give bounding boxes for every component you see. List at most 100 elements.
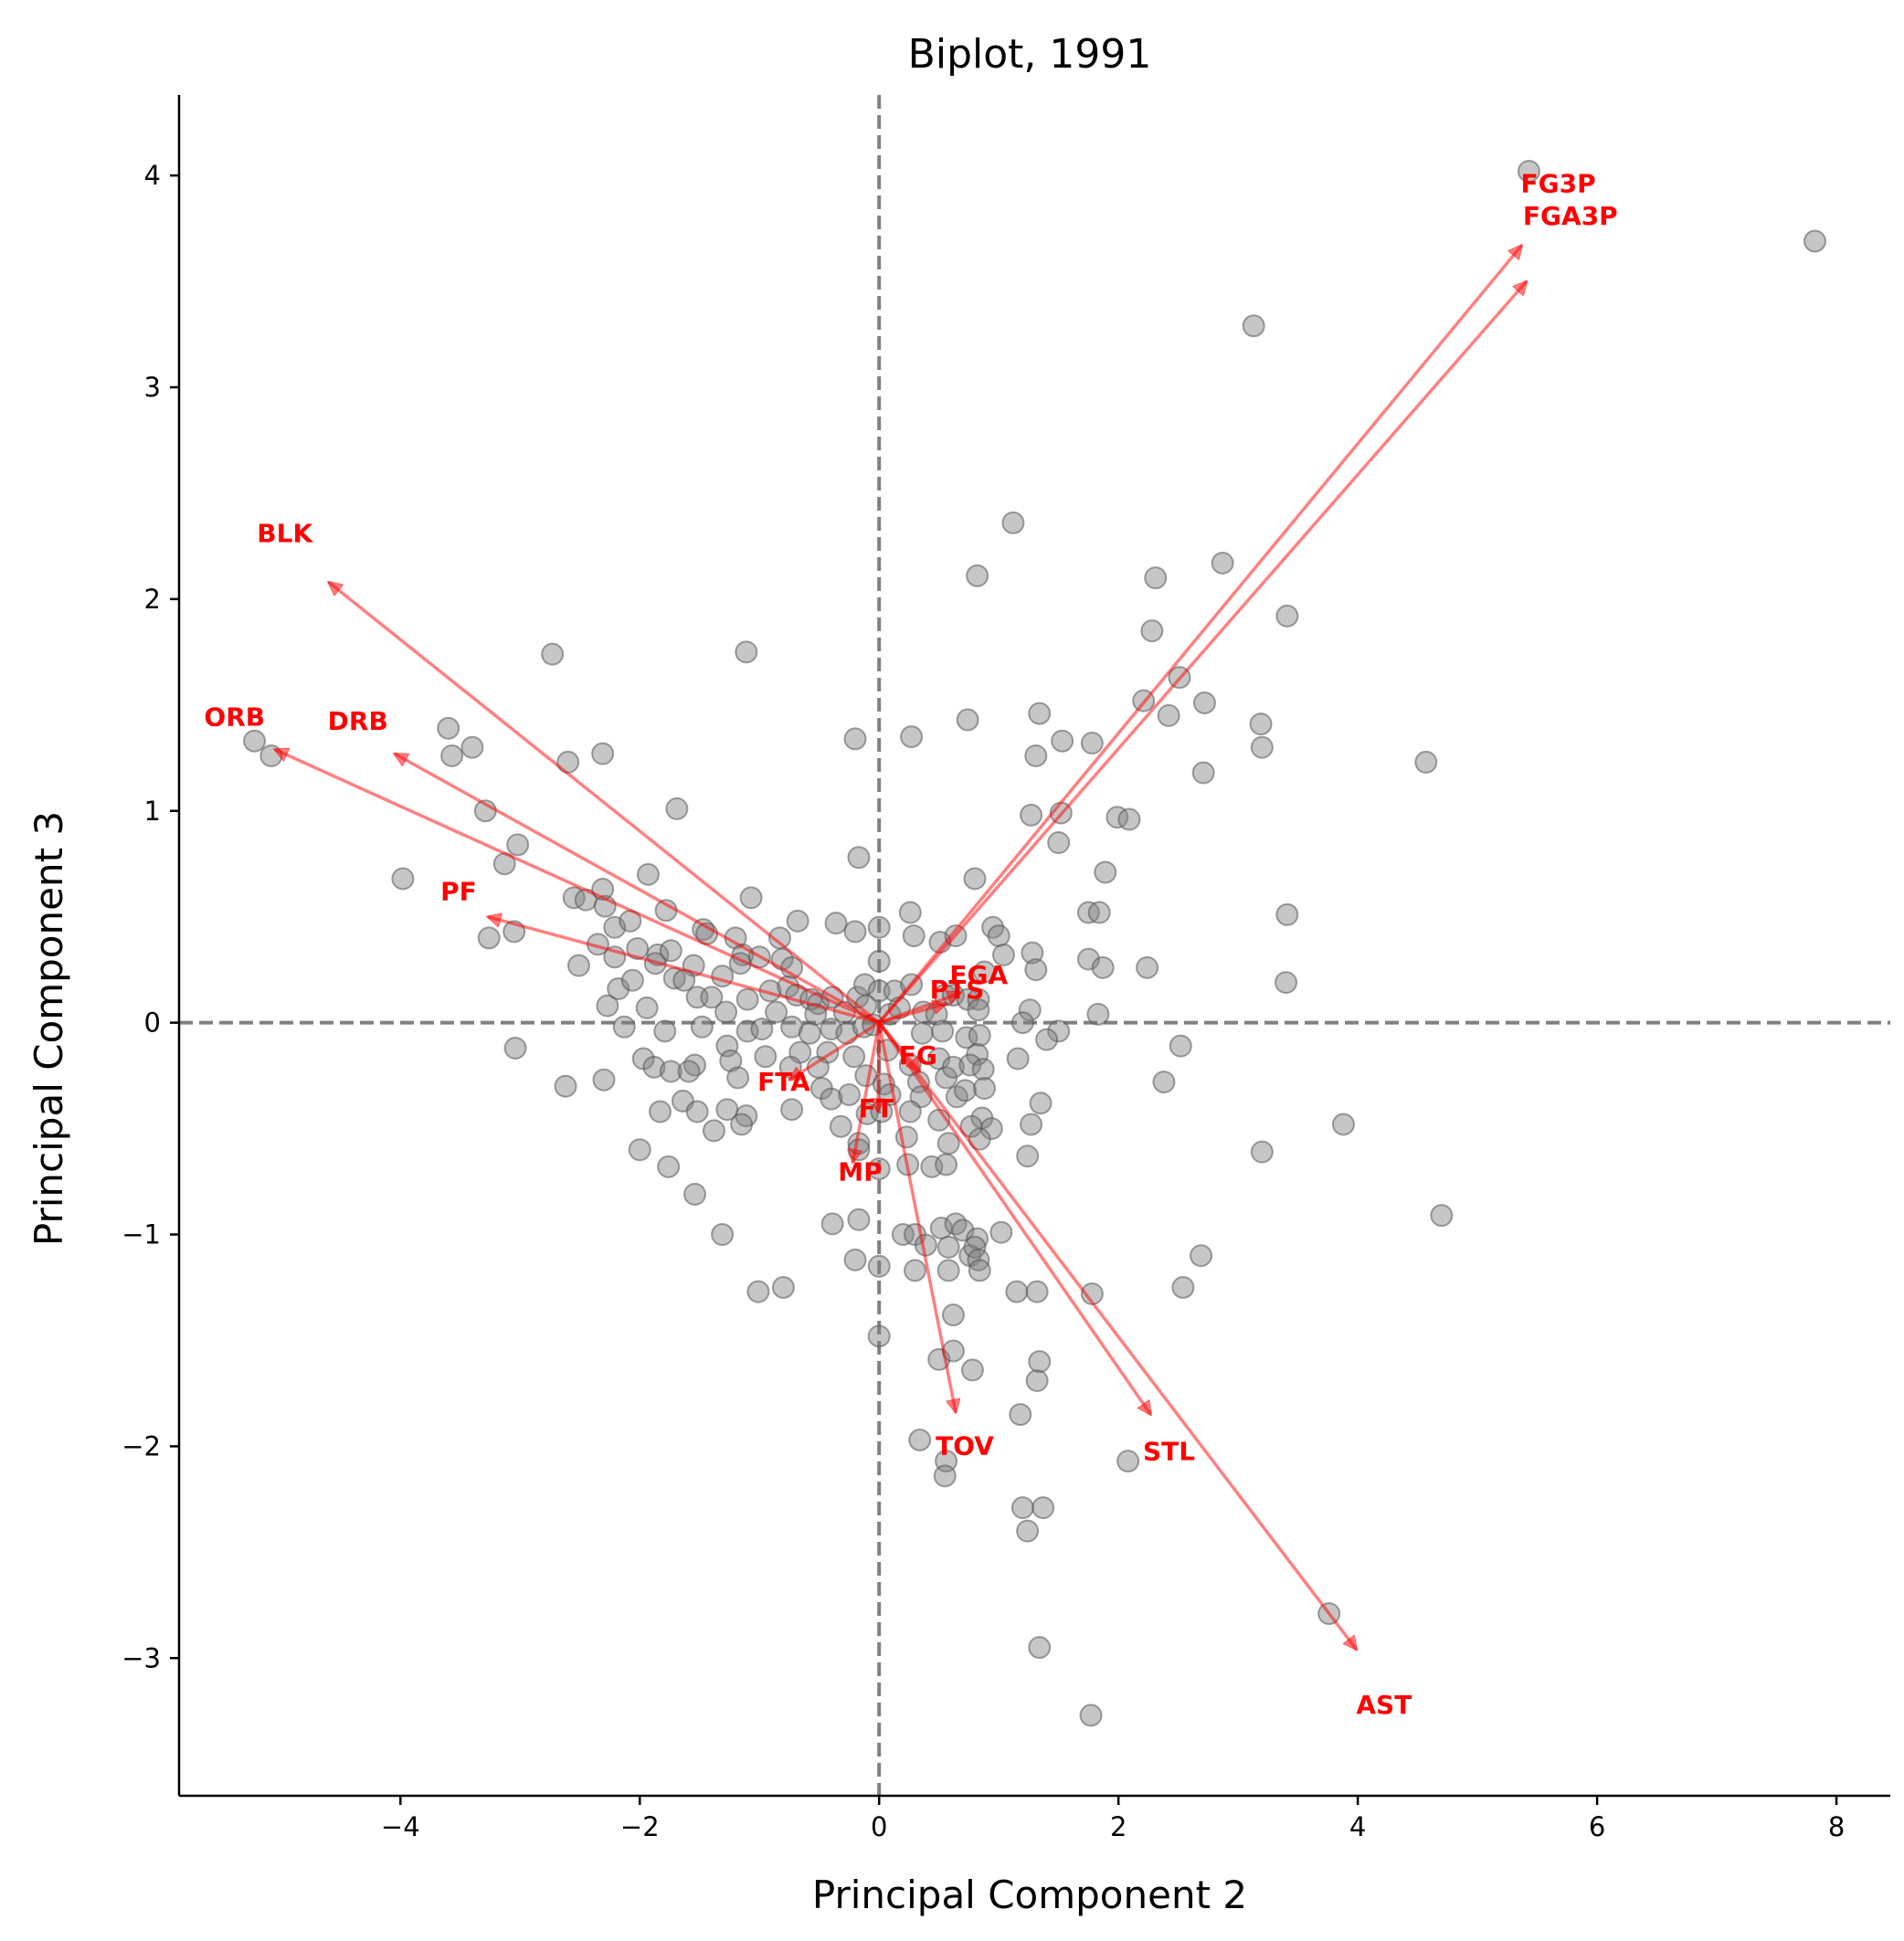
- data-point: [754, 1045, 777, 1069]
- data-point: [1414, 750, 1438, 774]
- loading-label-fta: FTA: [757, 1067, 810, 1097]
- data-point: [506, 833, 530, 857]
- data-point: [798, 1021, 821, 1045]
- data-point: [1152, 1071, 1176, 1094]
- data-point: [635, 996, 659, 1019]
- data-point: [1144, 566, 1168, 590]
- data-point: [820, 1212, 844, 1236]
- data-point: [649, 1100, 672, 1123]
- data-point: [1430, 1204, 1454, 1228]
- loading-label-fg3p: FG3P: [1521, 169, 1596, 199]
- data-point: [780, 1098, 804, 1122]
- chart-title: Biplot, 1991: [908, 31, 1152, 78]
- x-tick-label: 0: [871, 1811, 887, 1842]
- data-point: [685, 1100, 709, 1123]
- data-point: [541, 642, 565, 666]
- x-tick-label: −2: [620, 1811, 660, 1842]
- loading-arrow-pf: [488, 917, 880, 1025]
- axes: [177, 95, 1890, 1798]
- y-tick-label: 2: [144, 584, 161, 615]
- data-point: [944, 1212, 968, 1236]
- x-tick-label: 8: [1828, 1811, 1845, 1842]
- data-point: [966, 564, 989, 587]
- data-point: [1094, 860, 1117, 884]
- data-point: [735, 640, 758, 664]
- loading-label-fg: FG: [899, 1040, 937, 1071]
- data-point: [902, 924, 926, 948]
- data-point: [591, 742, 615, 765]
- tick-marks: −4 −2 0 2 4 6 8 −3 −2 −1 0 1 2 3 4: [122, 160, 1845, 1842]
- data-point: [1250, 735, 1274, 759]
- data-point: [1005, 1280, 1029, 1303]
- data-point: [477, 926, 501, 950]
- data-point: [968, 1259, 991, 1282]
- data-point: [1024, 744, 1048, 767]
- data-point: [259, 744, 283, 767]
- data-point: [711, 1223, 735, 1247]
- data-point: [954, 1079, 978, 1102]
- x-axis-label: Principal Component 2: [812, 1872, 1247, 1917]
- loading-arrow-fg3p: [877, 246, 1521, 1024]
- loading-label-mp: MP: [838, 1157, 882, 1187]
- data-point: [1192, 691, 1216, 714]
- data-point: [1275, 971, 1298, 995]
- data-point: [1047, 1019, 1071, 1043]
- data-point: [750, 1018, 774, 1041]
- loading-label-blk: BLK: [257, 518, 313, 548]
- loading-label-fga3p: FGA3P: [1523, 201, 1618, 231]
- y-tick-label: 3: [144, 372, 161, 403]
- data-point: [968, 1024, 991, 1048]
- data-point: [592, 1068, 616, 1092]
- data-point: [936, 1235, 960, 1259]
- data-point: [1190, 1244, 1213, 1268]
- data-point: [391, 867, 415, 891]
- data-point: [437, 716, 460, 740]
- data-point: [963, 1235, 987, 1259]
- data-point: [824, 912, 848, 935]
- data-point: [960, 1358, 984, 1382]
- y-tick-label: 0: [144, 1007, 161, 1039]
- scatter-points: [243, 159, 1826, 1727]
- data-point: [1035, 1028, 1059, 1051]
- data-point: [1025, 1280, 1049, 1303]
- data-point: [1051, 729, 1074, 753]
- data-point: [959, 1114, 983, 1138]
- data-point: [642, 1055, 666, 1079]
- loading-arrow-fga3p: [877, 281, 1527, 1024]
- data-point: [1018, 998, 1042, 1022]
- loading-arrow-stl: [877, 1021, 1150, 1415]
- data-point: [683, 1182, 707, 1206]
- data-point: [931, 1019, 955, 1043]
- loading-label-fga: FGA: [949, 960, 1008, 990]
- data-point: [1028, 702, 1052, 725]
- data-point: [566, 954, 590, 977]
- data-point: [837, 1082, 861, 1106]
- data-point: [636, 862, 660, 886]
- data-point: [967, 998, 990, 1022]
- loading-label-ast: AST: [1356, 1690, 1412, 1720]
- data-point: [987, 924, 1010, 948]
- data-point: [867, 979, 891, 1003]
- data-point: [1006, 1047, 1030, 1071]
- data-point: [989, 1220, 1013, 1244]
- data-point: [900, 725, 924, 749]
- data-point: [1029, 1092, 1052, 1115]
- y-tick-label: 1: [144, 796, 161, 827]
- data-point: [843, 1248, 867, 1271]
- data-point: [867, 915, 891, 939]
- x-tick-label: 4: [1349, 1811, 1366, 1842]
- data-point: [1242, 314, 1265, 338]
- data-point: [1157, 703, 1180, 727]
- x-tick-label: 2: [1110, 1811, 1127, 1842]
- data-point: [1010, 1011, 1034, 1035]
- data-point: [847, 846, 871, 870]
- data-point: [843, 920, 867, 944]
- data-point: [820, 1087, 843, 1111]
- data-point: [730, 1113, 754, 1136]
- data-point: [1116, 1450, 1140, 1473]
- data-point: [1091, 955, 1115, 979]
- data-point: [1016, 1145, 1040, 1168]
- data-point: [659, 939, 682, 963]
- data-point: [1086, 1002, 1110, 1026]
- data-point: [440, 744, 464, 767]
